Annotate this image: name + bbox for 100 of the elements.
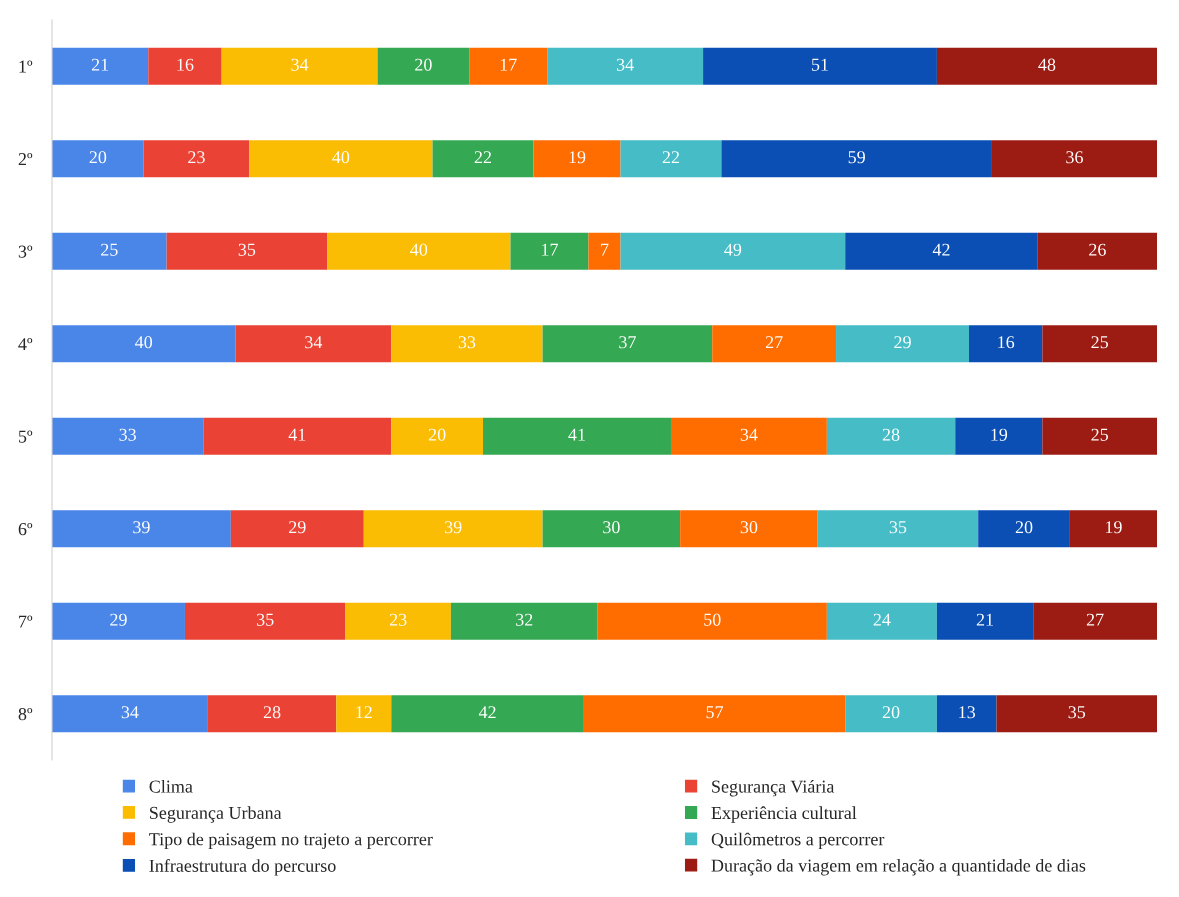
bar [936,695,997,733]
bar [1037,232,1157,270]
bar [680,510,818,548]
bar [1042,325,1157,363]
bar [620,140,722,178]
bar [583,695,846,733]
data-label: 20 [428,428,446,441]
data-label: 23 [389,613,407,626]
data-label: 39 [133,521,150,534]
y-tick-label: 3º [18,245,33,258]
data-label: 28 [263,706,281,719]
bar [377,47,470,85]
bar [826,602,937,640]
data-label: 20 [415,58,432,71]
data-label: 34 [121,706,139,719]
data-label: 42 [932,243,950,256]
y-tick-label: 8º [18,708,33,721]
bar [817,510,979,548]
bar [230,510,364,548]
bar [432,140,534,178]
legend-label: Quilômetros a percorrer [711,832,885,850]
bar [52,417,204,455]
data-label: 41 [568,428,585,441]
bar [207,695,337,733]
data-label: 17 [542,243,558,256]
bar [703,47,937,85]
legend-label: Clima [149,779,193,793]
bar [712,325,837,363]
data-label: 29 [289,521,306,534]
data-label: 40 [135,336,153,349]
data-label: 19 [569,151,586,164]
data-label: 27 [1086,613,1104,626]
bar [936,47,1157,85]
bar [469,47,548,85]
data-label: 30 [740,521,758,534]
y-tick-label: 4º [18,338,33,351]
data-label: 20 [1015,521,1033,534]
bar [620,232,846,270]
bar [845,232,1038,270]
bar [52,47,149,85]
legend-label: Segurança Urbana [149,806,282,823]
y-tick-label: 7º [19,615,33,628]
data-label: 37 [619,336,636,349]
bar [1069,510,1157,548]
data-label: 13 [959,706,976,719]
data-label: 29 [110,613,127,626]
bar [327,232,511,270]
bar [836,325,970,363]
data-label: 25 [1091,428,1109,441]
data-label: 22 [662,151,680,164]
data-label: 30 [603,521,620,534]
data-label: 21 [976,613,993,626]
bar [955,417,1043,455]
data-label: 34 [740,428,758,441]
data-label: 17 [500,58,517,71]
bar [533,140,621,178]
data-label: 36 [1066,151,1083,164]
data-label: 35 [257,613,274,626]
bar [52,602,185,640]
legend-label: Segurança Viária [712,779,835,797]
data-label: 35 [889,521,907,534]
bar [450,602,598,640]
bar [936,602,1034,640]
bar [845,695,937,733]
data-label: 29 [894,336,911,349]
bar [148,47,222,85]
bar [52,232,167,270]
bar [1042,417,1157,455]
bar [221,47,378,85]
data-label: 51 [812,58,828,71]
data-label: 28 [882,428,900,441]
bar [991,140,1157,178]
bar [1033,602,1157,640]
data-label: 34 [616,58,634,71]
data-label: 23 [188,151,205,164]
bar [52,695,208,733]
data-label: 59 [848,151,865,164]
bar [52,140,144,178]
data-label: 25 [1091,336,1109,349]
bar [391,417,483,455]
legend-label: Infraestrutura do percurso [149,858,336,876]
legend-label: Duração da viagem em relação a quantidade de dias [711,859,1086,876]
bar [391,695,584,733]
data-label: 27 [765,336,783,349]
data-label: 35 [1068,706,1086,719]
data-label: 40 [410,243,428,256]
y-tick-label: 2º [18,153,33,166]
bar [826,417,956,455]
legend-label: Experiência cultural [711,806,857,823]
data-label: 50 [704,613,721,626]
bar [203,417,392,455]
data-label: 20 [882,706,900,719]
bar [363,510,543,548]
y-tick-label: 1º [19,60,33,73]
data-label: 33 [119,428,136,441]
bar [235,325,392,363]
y-tick-label: 6º [18,523,33,536]
legend-label: Tipo de paisagem no trajeto a percorrer [149,832,433,850]
data-label: 16 [998,336,1015,349]
bar [336,695,392,733]
